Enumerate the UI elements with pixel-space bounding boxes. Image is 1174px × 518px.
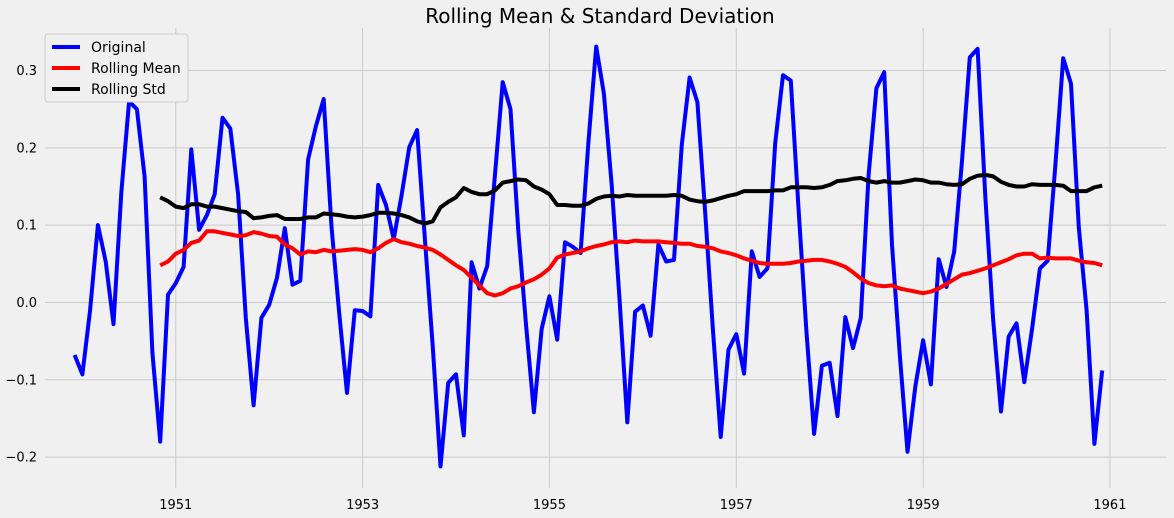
y-tick-label: 0.1	[16, 219, 37, 234]
y-tick-label: 0.2	[16, 141, 37, 156]
x-tick-label: 1957	[720, 498, 753, 513]
x-tick-label: 1961	[1093, 498, 1126, 513]
series-line-original	[72, 44, 1105, 469]
series-lines	[72, 44, 1105, 469]
y-tick-label: 0.3	[16, 64, 37, 79]
tick-labels: 1951 1953 1955 1957 1959 1961 −0.2 −0.1 0.0 0.1 0.…	[5, 64, 1126, 513]
legend-label: Rolling Std	[91, 82, 166, 98]
x-tick-label: 1959	[907, 498, 940, 513]
y-tick-label: −0.2	[5, 451, 37, 466]
legend: Original Rolling Mean Rolling Std	[44, 33, 189, 103]
chart-title: Rolling Mean & Standard Deviation	[425, 4, 774, 28]
legend-label: Rolling Mean	[91, 61, 181, 77]
x-tick-label: 1955	[533, 498, 566, 513]
y-tick-label: −0.1	[5, 373, 37, 388]
x-tick-label: 1951	[159, 498, 192, 513]
series-line-rolling-mean	[159, 229, 1103, 298]
legend-box	[44, 33, 189, 103]
series-line-rolling-std	[159, 172, 1103, 226]
x-tick-label: 1953	[346, 498, 379, 513]
y-tick-label: 0.0	[16, 296, 37, 311]
legend-label: Original	[91, 40, 146, 56]
